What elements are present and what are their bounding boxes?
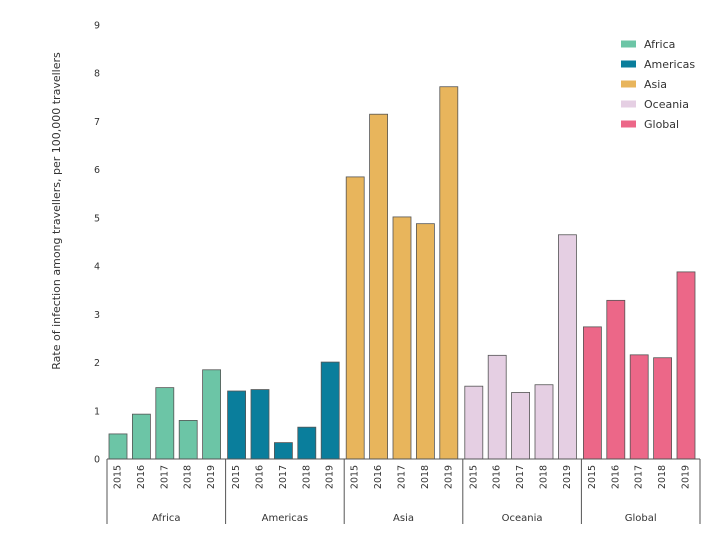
bar-global-2015	[583, 326, 602, 460]
bars	[108, 86, 696, 460]
bar-oceania-2018	[534, 384, 554, 460]
x-tick-label: 2015	[587, 465, 598, 489]
y-tick-label: 2	[94, 358, 100, 369]
legend-swatch-americas	[621, 60, 636, 68]
x-tick-label: 2019	[562, 465, 573, 489]
x-tick-label: 2016	[255, 465, 266, 489]
bar-americas-2018	[297, 426, 317, 460]
legend-label-asia: Asia	[644, 78, 667, 91]
bar-africa-2017	[155, 387, 175, 460]
bar-asia-2019	[439, 86, 459, 460]
bar-oceania-2019	[558, 234, 577, 460]
bar-asia-2017	[392, 216, 412, 460]
bar-global-2018	[653, 357, 672, 460]
group-label-global: Global	[625, 513, 657, 524]
x-tick-label: 2017	[634, 465, 645, 489]
x-tick-label: 2018	[420, 465, 431, 489]
bar-oceania-2016	[487, 354, 507, 460]
x-tick-label: 2016	[373, 465, 384, 489]
y-tick-label: 8	[94, 69, 100, 80]
x-tick-label: 2019	[681, 465, 692, 489]
x-tick-label: 2015	[231, 465, 242, 489]
bar-americas-2017	[273, 442, 293, 460]
bar-africa-2019	[202, 369, 222, 460]
x-tick-label: 2015	[350, 465, 361, 489]
bar-americas-2016	[250, 389, 270, 460]
bar-global-2019	[676, 271, 696, 460]
x-tick-label: 2018	[539, 465, 550, 489]
bar-global-2017	[629, 354, 649, 460]
group-label-americas: Americas	[262, 513, 308, 524]
x-axis-labels: 2015 2016 2017 2018 2019 Africa 2015 2016 2017 20…	[106, 459, 701, 524]
bar-asia-2018	[415, 223, 435, 460]
x-tick-label: 2019	[325, 465, 336, 489]
bar-asia-2015	[345, 176, 365, 460]
bar-africa-2015	[108, 433, 128, 460]
y-tick-label: 1	[94, 406, 100, 417]
y-axis-ticks: 0 1 2 3 4 5 6 7 8 9	[94, 21, 100, 466]
bar-americas-2015	[227, 390, 247, 460]
legend-swatch-global	[621, 120, 636, 128]
y-tick-label: 6	[94, 165, 100, 176]
group-label-oceania: Oceania	[502, 513, 543, 524]
legend-label-oceania: Oceania	[644, 98, 689, 111]
group-label-africa: Africa	[152, 513, 181, 524]
x-tick-label: 2018	[657, 465, 668, 489]
x-tick-label: 2016	[492, 465, 503, 489]
y-tick-label: 3	[94, 310, 100, 321]
x-tick-label: 2017	[397, 465, 408, 489]
x-tick-label: 2019	[206, 465, 217, 489]
y-axis-label: Rate of infection among travellers, per …	[50, 52, 63, 370]
legend-label-americas: Americas	[644, 58, 695, 71]
legend-swatch-oceania	[621, 100, 636, 108]
bar-oceania-2017	[511, 392, 531, 460]
bar-global-2016	[606, 299, 626, 460]
bar-africa-2018	[178, 420, 198, 460]
x-tick-label: 2016	[136, 465, 147, 489]
y-tick-label: 4	[94, 262, 100, 273]
x-tick-label: 2016	[610, 465, 621, 489]
x-tick-label: 2015	[113, 465, 124, 489]
x-tick-label: 2015	[468, 465, 479, 489]
legend-label-africa: Africa	[644, 38, 675, 51]
bar-africa-2016	[131, 413, 151, 460]
y-tick-label: 5	[94, 213, 100, 224]
legend-swatch-africa	[621, 40, 636, 48]
y-tick-label: 7	[94, 117, 100, 128]
x-tick-label: 2018	[301, 465, 312, 489]
bar-americas-2019	[320, 361, 340, 460]
x-tick-label: 2017	[278, 465, 289, 489]
legend: Africa Americas Asia Oceania Global	[621, 38, 695, 131]
bar-asia-2016	[369, 113, 389, 460]
x-tick-label: 2019	[443, 465, 454, 489]
group-label-asia: Asia	[393, 513, 414, 524]
y-tick-label: 9	[94, 21, 100, 32]
x-tick-label: 2017	[515, 465, 526, 489]
bar-oceania-2015	[464, 385, 484, 460]
y-tick-label: 0	[94, 455, 100, 466]
x-tick-label: 2018	[183, 465, 194, 489]
legend-swatch-asia	[621, 80, 636, 88]
legend-label-global: Global	[644, 118, 679, 131]
x-tick-label: 2017	[159, 465, 170, 489]
